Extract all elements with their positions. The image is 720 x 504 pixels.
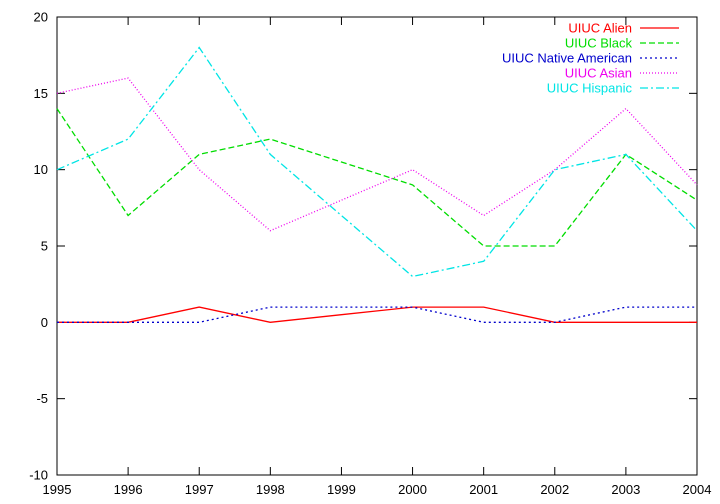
series-line-uiuc-alien (57, 306, 697, 323)
x-tick-label: 1998 (256, 482, 285, 497)
x-tick-label: 2003 (611, 482, 640, 497)
x-tick-label: 2002 (540, 482, 569, 497)
legend-label: UIUC Hispanic (547, 81, 633, 96)
legend-label: UIUC Asian (565, 66, 632, 81)
x-tick-label: 1999 (327, 482, 356, 497)
series-line-uiuc-asian (56, 77, 698, 232)
y-tick-label: 20 (34, 10, 48, 25)
y-tick-label: 10 (34, 162, 48, 177)
y-tick-label: 0 (41, 315, 48, 330)
x-tick-label: 2000 (398, 482, 427, 497)
series-line-uiuc-black (56, 108, 698, 247)
x-tick-label: 2004 (683, 482, 712, 497)
series-line-uiuc-native-american (57, 306, 697, 323)
y-tick-label: -10 (29, 468, 48, 483)
y-tick-label: 15 (34, 86, 48, 101)
x-tick-label: 1996 (114, 482, 143, 497)
y-tick-label: 5 (41, 239, 48, 254)
legend-label: UIUC Native American (502, 51, 632, 66)
series-line-uiuc-hispanic (56, 46, 698, 278)
x-tick-label: 1997 (185, 482, 214, 497)
y-tick-label: -5 (36, 391, 48, 406)
legend-label: UIUC Alien (568, 21, 632, 36)
x-axis: 1995 1996 1997 1998 1999 2000 2001 2002 2003 2004 (43, 17, 712, 497)
x-tick-label: 2001 (469, 482, 498, 497)
x-tick-label: 1995 (43, 482, 72, 497)
legend-label: UIUC Black (565, 36, 633, 51)
series-lines (56, 46, 698, 323)
y-axis: -10 -5 0 5 10 15 20 (29, 10, 697, 483)
